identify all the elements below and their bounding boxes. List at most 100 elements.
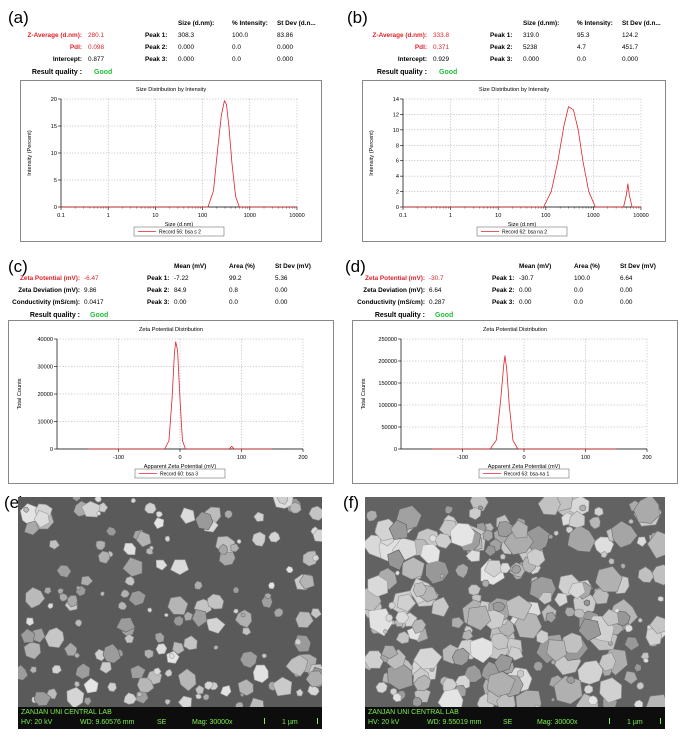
peak-value: 0.000 xyxy=(277,44,293,51)
y-tick-label: 50000 xyxy=(381,425,397,431)
sem-particle xyxy=(492,601,506,613)
metric-value: 0.0417 xyxy=(84,299,104,306)
peak-value: 4.7 xyxy=(577,44,586,51)
x-tick-label: 10000 xyxy=(289,213,305,219)
sem-particle xyxy=(499,553,506,560)
sem-particle xyxy=(20,628,35,644)
sem-particle xyxy=(412,696,423,708)
metric-label: Intercept: xyxy=(52,56,82,63)
sem-particle xyxy=(411,618,427,634)
series-line xyxy=(431,355,617,450)
sem-particle xyxy=(107,682,117,692)
sem-particle xyxy=(220,685,232,697)
sem-hv: HV: 20 kV xyxy=(21,719,53,726)
sem-particle xyxy=(105,526,117,537)
metric-value: 0.287 xyxy=(429,299,445,306)
y-tick-label: 5 xyxy=(54,178,57,184)
peak-label: Peak 3: xyxy=(147,299,170,306)
peak-label: Peak 3: xyxy=(145,56,168,63)
metric-value: 280.1 xyxy=(88,32,104,39)
sem-particle xyxy=(550,659,556,666)
sem-wd: WD: 9.55019 mm xyxy=(427,719,482,726)
panel-label: (f) xyxy=(343,493,360,512)
column-header: Mean (mV) xyxy=(174,263,207,270)
x-axis-label: Size (d.nm) xyxy=(165,222,194,228)
sem-particle xyxy=(156,510,163,518)
sem-particle xyxy=(23,641,42,660)
sem-particle xyxy=(124,576,135,586)
sem-particle xyxy=(239,650,258,669)
sem-particle xyxy=(164,698,171,706)
peak-value: 0.00 xyxy=(519,299,532,306)
metric-label: Conductivity (mS/cm): xyxy=(357,299,425,306)
sem-particle xyxy=(120,589,130,599)
sem-particle xyxy=(81,500,101,518)
sem-particle xyxy=(461,629,474,641)
sem-particle xyxy=(253,511,264,522)
peak-label: Peak 1: xyxy=(147,275,170,282)
series-line xyxy=(61,100,297,208)
peak-value: 5238 xyxy=(523,44,538,51)
sem-particle xyxy=(154,632,165,644)
size-distribution-chart: Size Distribution by Intensity 0 2 4 6 8 10 12 1… xyxy=(362,80,666,242)
column-header: % Intensity: xyxy=(577,20,613,27)
sem-particle xyxy=(592,588,610,605)
peak-label: Peak 1: xyxy=(145,32,168,39)
sem-particle xyxy=(264,593,272,599)
sem-particle xyxy=(579,504,587,512)
x-tick-label: -100 xyxy=(457,455,468,461)
x-tick-label: 0 xyxy=(178,455,181,461)
sem-particle xyxy=(486,671,516,697)
sem-particle xyxy=(115,617,136,633)
metric-value: 333.8 xyxy=(433,32,449,39)
sem-particle xyxy=(401,556,425,580)
panel-f: (f) ZANJAN UNI CENTRAL LAB HV: 20 kV WD:… xyxy=(343,490,685,746)
y-tick-label: 0 xyxy=(54,205,57,211)
sem-particle xyxy=(251,531,266,547)
sem-particles xyxy=(18,497,322,714)
sem-particle xyxy=(599,677,622,704)
sem-particle xyxy=(482,529,494,542)
sem-particle xyxy=(195,684,205,695)
peak-value: 0.0 xyxy=(229,299,238,306)
sem-particle xyxy=(75,662,91,680)
sem-particle xyxy=(236,538,242,544)
y-axis-label: Intensity (Percent) xyxy=(369,130,375,176)
sem-particle xyxy=(124,633,135,644)
sem-particle xyxy=(29,666,37,674)
sem-particle xyxy=(43,586,52,595)
metric-value: 9.86 xyxy=(84,287,97,294)
metric-label: Conductivity (mS/cm): xyxy=(12,299,80,306)
sem-particle xyxy=(647,530,665,559)
sem-particle xyxy=(202,693,210,701)
sem-particle xyxy=(218,543,228,555)
x-tick-label: 1 xyxy=(107,213,110,219)
zeta-distribution-chart: Zeta Potential Distribution 0 10000 20000 30… xyxy=(8,320,334,484)
sem-particle xyxy=(649,615,665,635)
x-axis-label: Apparent Zeta Potential (mV) xyxy=(144,464,217,470)
sem-particle xyxy=(464,664,483,683)
peak-value: 0.0 xyxy=(577,56,586,63)
sem-particle xyxy=(23,506,30,513)
sem-info-bar: ZANJAN UNI CENTRAL LAB HV: 20 kV WD: 9.6… xyxy=(18,707,322,729)
peak-label: Peak 2: xyxy=(147,287,170,294)
sem-particle xyxy=(164,535,171,542)
sem-particle xyxy=(553,675,583,705)
sem-particle xyxy=(100,591,105,597)
legend-box xyxy=(478,468,570,479)
sem-particle xyxy=(536,629,549,645)
sem-particle xyxy=(172,615,184,627)
sem-particle xyxy=(454,563,469,579)
sem-particle xyxy=(490,632,509,650)
sem-particle xyxy=(573,608,585,619)
sem-particle xyxy=(526,548,546,568)
sem-particle xyxy=(63,642,78,656)
y-tick-label: 10 xyxy=(393,128,399,134)
sem-particle xyxy=(395,611,410,624)
metric-label: PdI: xyxy=(414,44,427,51)
sem-particle xyxy=(449,522,476,547)
chart-svg: Size Distribution by Intensity 0 2 4 6 8 10 12 1… xyxy=(369,87,649,237)
x-tick-label: -100 xyxy=(113,455,124,461)
sem-particle xyxy=(122,556,143,578)
sem-particle xyxy=(232,608,239,614)
